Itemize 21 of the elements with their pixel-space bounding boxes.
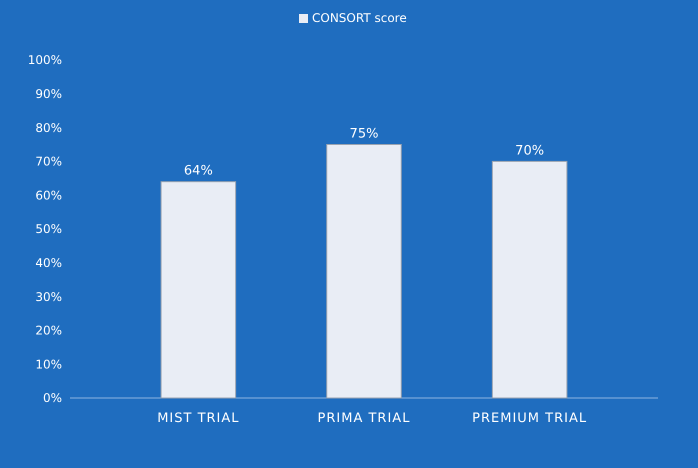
text: 64% bbox=[184, 164, 213, 179]
text: 70% bbox=[515, 143, 544, 158]
bar bbox=[326, 144, 402, 398]
legend-label: CONSORT score bbox=[312, 11, 407, 25]
x-tick-label: MIST TRIAL bbox=[157, 411, 240, 426]
y-tick-label: 10% bbox=[35, 357, 62, 372]
y-tick-label: 90% bbox=[35, 87, 62, 101]
y-tick-label: 50% bbox=[35, 222, 62, 236]
y-tick-label: 30% bbox=[35, 290, 62, 304]
y-tick-label: 0% bbox=[42, 391, 62, 406]
bar bbox=[492, 160, 568, 398]
y-tick-label: 40% bbox=[35, 256, 62, 270]
y-tick-label: 60% bbox=[35, 188, 62, 202]
x-tick-label: PREMIUM TRIAL bbox=[472, 411, 588, 426]
bar bbox=[160, 181, 236, 398]
x-tick-label: PRIMA TRIAL bbox=[318, 411, 410, 426]
y-tick-label: 70% bbox=[35, 154, 62, 169]
y-tick-label: 20% bbox=[35, 324, 62, 338]
y-tick-label: 100% bbox=[28, 53, 62, 68]
y-tick-label: 80% bbox=[35, 120, 62, 135]
text: 75% bbox=[350, 126, 378, 142]
